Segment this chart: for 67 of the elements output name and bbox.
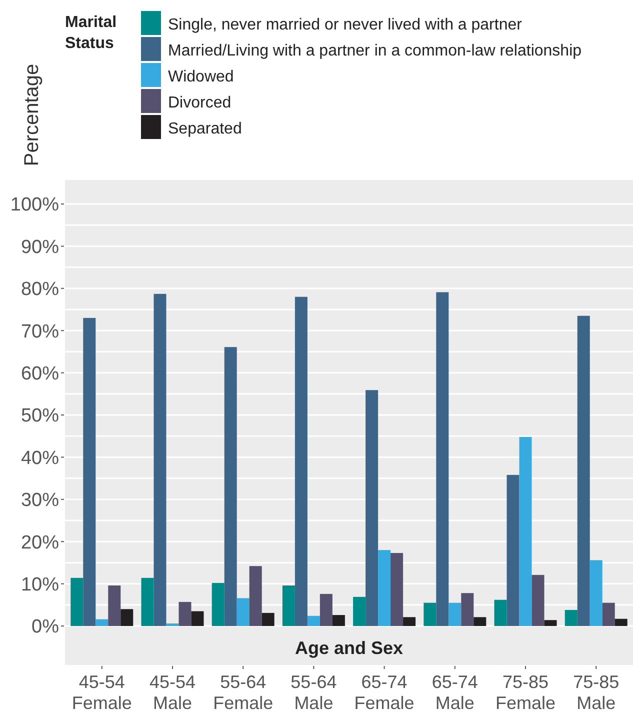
x-tick-label: 65-74 Female — [354, 672, 414, 713]
bar — [474, 617, 486, 626]
bar — [120, 609, 134, 626]
legend-title: Marital Status — [65, 14, 117, 52]
bar — [212, 582, 224, 626]
y-axis-title: Percentage — [21, 64, 43, 166]
x-tick-label: 75-85 Male — [573, 672, 620, 713]
bar — [506, 474, 520, 626]
bar — [320, 594, 332, 626]
bar — [448, 602, 462, 626]
x-tick-label: 65-74 Male — [432, 672, 478, 713]
y-tick-label: 40% — [20, 448, 60, 469]
bar — [614, 618, 628, 626]
bar — [282, 585, 295, 626]
x-tick-label: 75-85 Female — [495, 672, 556, 713]
x-tick-label: 45-54 Male — [149, 672, 196, 713]
bar — [378, 550, 391, 626]
y-tick-label: 100% — [10, 194, 60, 216]
bar — [294, 296, 308, 626]
bar — [166, 623, 179, 626]
y-tick-label: 70% — [20, 321, 60, 342]
x-axis-title: Age and Sex — [294, 638, 404, 658]
y-tick-label: 80% — [20, 279, 60, 300]
y-tick-label: 60% — [20, 363, 60, 384]
bar — [403, 617, 416, 626]
legend-label: Separated — [168, 120, 242, 138]
bar — [154, 294, 166, 626]
x-tick-label: 55-64 Female — [213, 672, 274, 713]
bar — [532, 574, 544, 626]
bar — [564, 610, 578, 626]
bar — [307, 616, 320, 626]
bar — [424, 602, 436, 626]
bar — [461, 593, 474, 626]
bar — [366, 390, 378, 626]
bar — [602, 602, 615, 626]
legend-label: Divorced — [168, 94, 232, 112]
bar — [544, 620, 557, 626]
bar — [590, 560, 602, 626]
bar — [353, 596, 366, 626]
bar — [141, 578, 154, 626]
bar — [83, 318, 96, 626]
bar — [390, 552, 404, 626]
legend-label: Single, never married or never lived with a partner — [168, 16, 523, 34]
y-tick-label: 50% — [20, 406, 60, 427]
bar — [96, 619, 108, 626]
bar — [178, 602, 192, 626]
bar — [236, 598, 250, 626]
bar — [262, 612, 274, 626]
y-tick-label: 20% — [20, 532, 60, 554]
bar — [224, 347, 237, 626]
x-tick-label: 45-54 Female — [72, 672, 132, 713]
bar — [494, 600, 507, 626]
y-tick-label: 10% — [20, 574, 60, 596]
legend-label: Widowed — [168, 68, 234, 86]
y-tick-label: 90% — [20, 236, 60, 258]
legend-label: Married/Living with a partner in a common-law relationship — [168, 42, 582, 60]
bar — [332, 615, 345, 626]
y-tick-label: 0% — [32, 616, 60, 638]
bar — [249, 566, 262, 626]
bar — [519, 436, 532, 626]
bar — [191, 611, 204, 626]
bar — [70, 578, 84, 626]
y-tick-label: 30% — [20, 490, 60, 512]
bar — [436, 292, 449, 626]
x-tick-label: 55-64 Male — [290, 672, 337, 713]
bar — [108, 585, 121, 626]
bar — [577, 316, 590, 626]
